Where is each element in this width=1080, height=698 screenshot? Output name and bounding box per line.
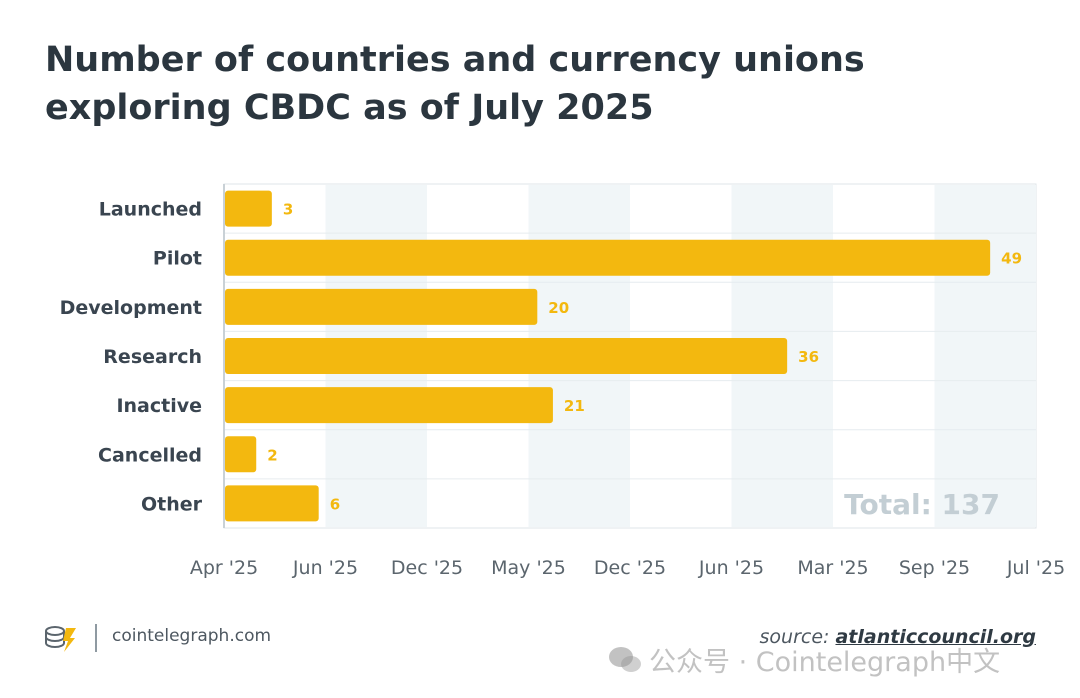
value-label: 36 bbox=[798, 348, 819, 366]
category-label: Pilot bbox=[153, 248, 202, 270]
x-tick-label: May '25 bbox=[491, 557, 566, 579]
value-label: 20 bbox=[548, 299, 569, 317]
x-tick-label: Jun '25 bbox=[698, 557, 764, 579]
value-label: 6 bbox=[330, 495, 340, 513]
x-tick-label: Dec '25 bbox=[391, 557, 463, 579]
value-label: 3 bbox=[283, 201, 293, 219]
grid-band bbox=[934, 185, 1036, 527]
x-tick-label: Jun '25 bbox=[292, 557, 358, 579]
bar bbox=[225, 387, 553, 424]
bar bbox=[225, 190, 272, 227]
x-tick-label: Mar '25 bbox=[797, 557, 868, 579]
bar bbox=[225, 436, 257, 473]
watermark: 公众号 · Cointelegraph中文 bbox=[607, 640, 1000, 682]
x-tick-label: Apr '25 bbox=[190, 557, 258, 579]
category-label: Other bbox=[141, 493, 203, 515]
bar bbox=[225, 288, 538, 325]
category-label: Development bbox=[60, 297, 202, 319]
category-label: Research bbox=[103, 346, 202, 368]
x-tick-label: Jul '25 bbox=[1006, 557, 1065, 579]
wechat-icon bbox=[607, 645, 643, 682]
bar-chart: Launched 3 Pilot 49 Development 20 Research 36 I… bbox=[60, 183, 1065, 579]
bar bbox=[225, 239, 991, 276]
value-label: 21 bbox=[564, 397, 585, 415]
cointelegraph-logo-icon bbox=[42, 622, 78, 658]
category-label: Cancelled bbox=[98, 444, 202, 466]
value-label: 2 bbox=[267, 446, 277, 464]
footer-site[interactable]: cointelegraph.com bbox=[112, 626, 272, 646]
bar bbox=[225, 338, 788, 374]
value-label: 49 bbox=[1001, 250, 1022, 268]
bar bbox=[225, 485, 319, 522]
category-label: Inactive bbox=[116, 395, 202, 417]
x-tick-label: Sep '25 bbox=[899, 557, 970, 579]
source-link[interactable]: atlanticcouncil.org bbox=[835, 626, 1036, 648]
footer-divider bbox=[95, 624, 97, 652]
total-annotation: Total: 137 bbox=[844, 488, 1000, 521]
chart-title: Number of countries and currency unions … bbox=[45, 40, 865, 128]
footer-source: source: atlanticcouncil.org bbox=[760, 626, 1037, 648]
category-label: Launched bbox=[99, 199, 202, 221]
watermark-text: 公众号 · Cointelegraph中文 bbox=[649, 647, 1001, 678]
x-tick-label: Dec '25 bbox=[594, 557, 666, 579]
source-prefix: source: bbox=[759, 626, 836, 648]
